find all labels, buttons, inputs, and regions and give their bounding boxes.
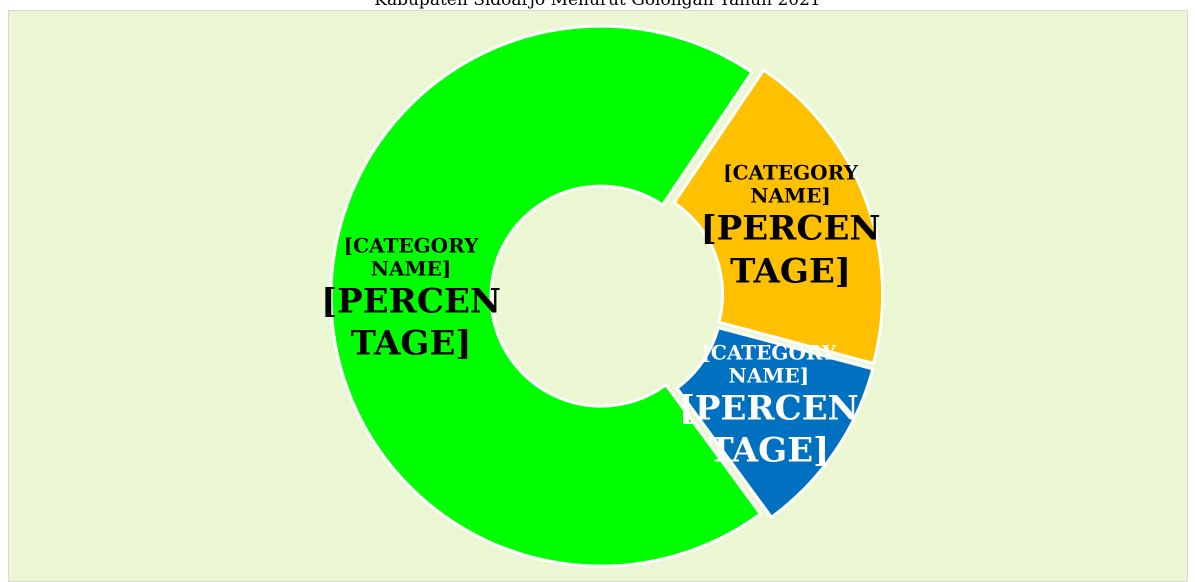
- chart-title: Kabupaten Sidoarjo Menurut Golongan Tahu…: [374, 0, 821, 10]
- value-label: [PERCENTAGE]: [700, 208, 881, 292]
- category-label: [CATEGORY NAME]: [723, 160, 858, 208]
- data-label: [CATEGORY NAME] [PERCENTAGE]: [661, 341, 876, 472]
- data-label: [CATEGORY NAME] [PERCENTAGE]: [683, 160, 898, 293]
- data-label: [CATEGORY NAME] [PERCENTAGE]: [304, 234, 519, 365]
- value-label: [PERCENTAGE]: [678, 388, 859, 471]
- donut-slice: [674, 325, 875, 520]
- donut-slice: [329, 24, 763, 568]
- category-label: [CATEGORY NAME]: [343, 233, 479, 281]
- category-label: [CATEGORY NAME]: [701, 340, 837, 388]
- value-label: [PERCENTAGE]: [321, 281, 501, 364]
- donut-slice: [672, 67, 885, 366]
